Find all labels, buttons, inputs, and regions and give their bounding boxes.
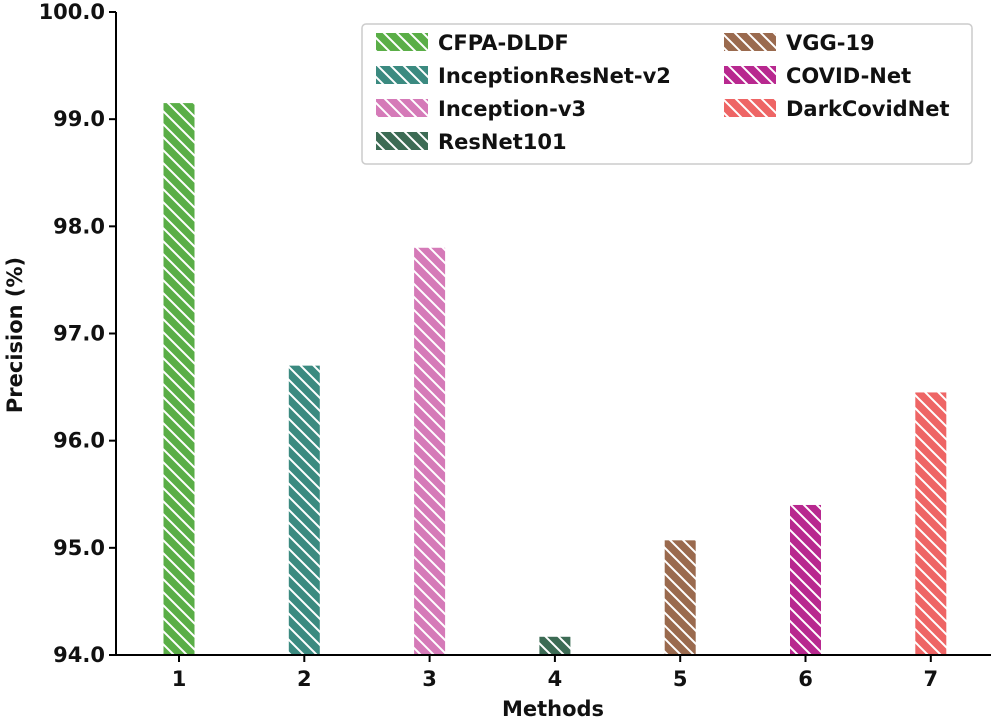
legend: CFPA-DLDF InceptionResNet-v2 Inception-v3 R… <box>361 23 973 165</box>
legend-label-inceptionresnet-v2: InceptionResNet-v2 <box>438 64 671 88</box>
bar-resnet101 <box>539 636 571 655</box>
legend-label-covid-net: COVID-Net <box>786 64 911 88</box>
legend-swatch-inception-v3 <box>376 99 428 117</box>
bars-layer <box>163 103 947 655</box>
legend-swatch-vgg-19 <box>724 33 776 51</box>
y-tick-label: 100.0 <box>39 0 105 24</box>
legend-label-cfpa-dldf: CFPA-DLDF <box>438 31 569 55</box>
y-tick-label: 98.0 <box>53 214 105 238</box>
bar-inceptionresnet-v2 <box>288 365 320 655</box>
y-axis-label: Precision (%) <box>3 257 27 413</box>
legend-frame <box>361 23 973 165</box>
legend-swatch-inceptionresnet-v2 <box>376 66 428 84</box>
legend-label-inception-v3: Inception-v3 <box>438 97 586 121</box>
legend-swatch-covid-net <box>724 66 776 84</box>
x-tick-label: 5 <box>673 667 688 691</box>
x-tick-label: 4 <box>548 667 563 691</box>
y-tick-label: 95.0 <box>53 536 105 560</box>
x-axis-label: Methods <box>502 697 604 721</box>
legend-swatch-cfpa-dldf <box>376 33 428 51</box>
y-tick-label: 96.0 <box>53 429 105 453</box>
ticks: 94.0 95.0 96.0 97.0 98.0 99.0 100.0 1 2 3 4 5 6 7 <box>39 0 939 691</box>
bar-darkcovidnet <box>915 392 947 655</box>
bar-inception-v3 <box>414 247 446 655</box>
y-tick-label: 94.0 <box>53 643 105 667</box>
x-tick-label: 3 <box>422 667 437 691</box>
x-tick-label: 6 <box>798 667 813 691</box>
legend-label-resnet101: ResNet101 <box>438 130 567 154</box>
y-tick-label: 99.0 <box>53 107 105 131</box>
x-tick-label: 2 <box>297 667 312 691</box>
legend-swatch-resnet101 <box>376 132 428 150</box>
bar-cfpa-dldf <box>163 103 195 655</box>
legend-swatch-darkcovidnet <box>724 99 776 117</box>
x-tick-label: 1 <box>172 667 187 691</box>
legend-label-vgg-19: VGG-19 <box>786 31 875 55</box>
bar-covid-net <box>790 504 821 655</box>
y-tick-label: 97.0 <box>53 322 105 346</box>
x-tick-label: 7 <box>923 667 938 691</box>
bar-vgg-19 <box>664 540 696 655</box>
legend-label-darkcovidnet: DarkCovidNet <box>786 97 950 121</box>
